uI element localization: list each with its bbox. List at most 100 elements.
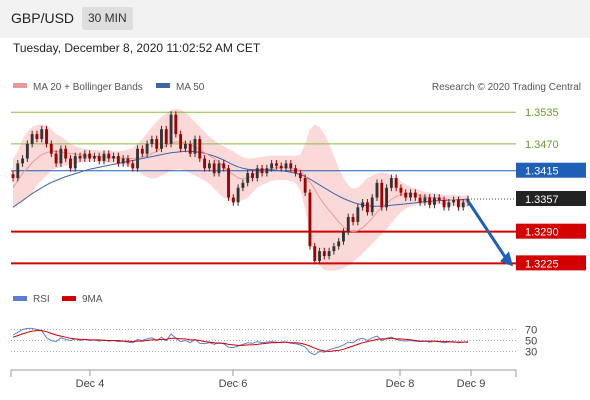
candle-body (11, 174, 15, 179)
candle-body (385, 187, 389, 208)
candle-body (183, 143, 187, 149)
price-levels (11, 111, 516, 265)
candle-body (49, 143, 53, 154)
resistance-label: 1.3470 (525, 139, 559, 151)
candle-body (279, 165, 283, 169)
support-label: 1.3225 (525, 258, 559, 270)
candle-body (73, 156, 77, 169)
candle-body (375, 182, 379, 198)
candle-body (25, 143, 29, 159)
ma50-line (12, 150, 469, 208)
candle-body (327, 251, 331, 257)
candle-body (447, 202, 451, 208)
candle-body (217, 163, 221, 174)
candle-body (160, 129, 163, 149)
candle-body (126, 158, 130, 164)
candle-body (16, 163, 20, 179)
candle-body (212, 163, 216, 174)
candle-body (59, 148, 63, 164)
candle-body (433, 197, 436, 205)
ma20-legend-swatch (13, 83, 27, 88)
rsi-level-label: 50 (525, 336, 537, 348)
rsi-level-label: 70 (525, 325, 537, 337)
credit-label: Research © 2020 Trading Central (432, 82, 581, 93)
candle-body (169, 114, 173, 144)
candle-body (303, 178, 307, 193)
projection-line (466, 200, 508, 260)
candle-body (78, 156, 82, 159)
candle-body (274, 163, 278, 166)
rsi-ma-legend-swatch (62, 296, 76, 301)
candle-body (107, 153, 111, 159)
candle-body (294, 168, 298, 174)
candle-body (140, 148, 144, 154)
candle-body (365, 202, 369, 213)
candle-body (241, 182, 245, 188)
candle-body (97, 156, 101, 161)
x-tick-label: Dec 8 (386, 378, 415, 390)
support-label-box (516, 255, 586, 271)
level-labels: 1.3535 1.3470 1.3415 1.3357 1.3290 1.3225 (516, 107, 586, 271)
candle-body (284, 163, 288, 169)
candle-body (251, 173, 254, 179)
candle-body (92, 156, 96, 159)
candle-body (308, 192, 312, 247)
candle-body (313, 246, 317, 261)
candle-body (260, 168, 264, 174)
candle-body (150, 139, 154, 144)
candle-body (418, 197, 422, 203)
candle-body (437, 197, 441, 200)
pivot-label-box (516, 162, 586, 178)
last-label: 1.3357 (525, 194, 559, 206)
projection-arrow (466, 200, 513, 267)
candle-body (337, 241, 341, 247)
candle-body (322, 251, 326, 257)
candle-body (227, 168, 230, 198)
rsi-level-label: 30 (525, 347, 537, 359)
candle-body (452, 199, 456, 203)
candle-body (155, 139, 159, 149)
candle-body (404, 192, 408, 198)
candle-body (188, 143, 192, 154)
bollinger-band (13, 108, 468, 271)
top-bar: GBP/USD 30 MIN (0, 0, 590, 38)
candle-body (442, 199, 446, 208)
symbol-label: GBP/USD (11, 10, 75, 26)
candle-body (423, 197, 427, 203)
candle-body (289, 163, 293, 169)
x-tick-label: Dec 4 (76, 378, 105, 390)
rsi-ma-line (12, 330, 468, 353)
ma20-legend-label: MA 20 + Bollinger Bands (33, 82, 143, 93)
candle-body (466, 198, 470, 203)
x-tick-label: Dec 9 (457, 378, 486, 390)
candle-body (332, 246, 336, 252)
candle-body (136, 148, 139, 169)
candle-body (145, 143, 149, 154)
timestamp: Tuesday, December 8, 2020 11:02:52 AM CE… (13, 41, 261, 55)
candle-body (112, 156, 116, 159)
x-tick-label: Dec 6 (219, 378, 248, 390)
rsi-line (12, 327, 469, 356)
timeframe-button[interactable]: 30 MIN (82, 7, 133, 30)
candle-body (255, 168, 259, 179)
rsi-legend-label: RSI (33, 294, 50, 305)
candle-body (231, 197, 235, 203)
candle-body (45, 129, 48, 144)
candle-body (54, 153, 58, 164)
candle-body (102, 153, 106, 161)
candle-body (370, 197, 374, 213)
bollinger-band-fill (13, 108, 468, 271)
candles (11, 111, 470, 265)
ma50-legend-label: MA 50 (176, 82, 205, 93)
candle-body (203, 158, 207, 169)
candle-body (236, 187, 240, 203)
candle-body (131, 163, 135, 169)
candle-body (193, 139, 197, 154)
candle-body (356, 207, 360, 222)
candle-body (164, 129, 168, 144)
x-axis: Dec 4 Dec 6 Dec 8 Dec 9 (76, 370, 486, 390)
last-label-box (516, 190, 586, 206)
rsi-ma-legend-label: 9MA (82, 294, 103, 305)
